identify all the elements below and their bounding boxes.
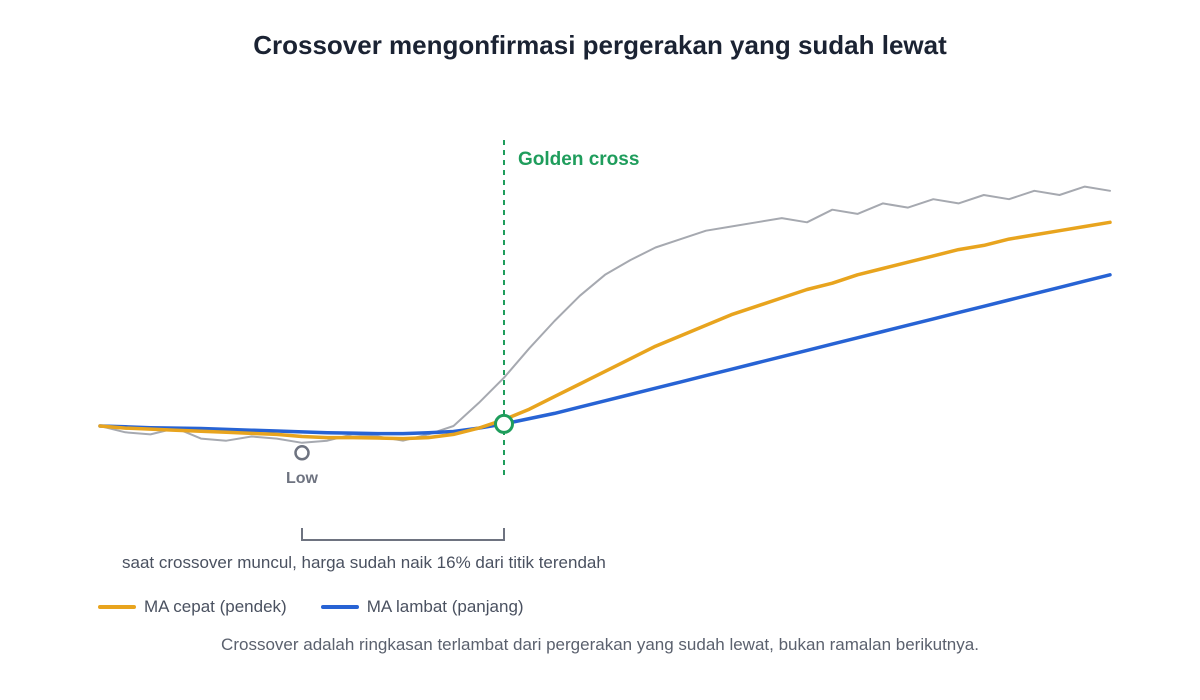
chart-title: Crossover mengonfirmasi pergerakan yang …	[253, 30, 947, 60]
legend-label-slow: MA lambat (panjang)	[366, 597, 524, 616]
legend-item-fast: MA cepat (pendek)	[98, 597, 287, 617]
legend-swatch-slow	[320, 605, 359, 609]
footnote: Crossover adalah ringkasan terlambat dar…	[221, 635, 979, 654]
low-marker	[294, 445, 310, 461]
series-line-fast	[98, 220, 1112, 441]
annotations: Golden cross Low saat crossover muncul, ha…	[122, 140, 639, 572]
legend-swatch-fast	[98, 605, 136, 609]
legend: MA cepat (pendek) MA lambat (panjang)	[98, 597, 558, 617]
golden-cross-marker	[494, 413, 514, 434]
series-line-slow	[98, 273, 1112, 436]
legend-label-fast: MA cepat (pendek)	[144, 597, 287, 616]
legend-item-slow: MA lambat (panjang)	[320, 597, 524, 617]
series-line-price	[99, 185, 1111, 444]
low-label: Low	[286, 470, 319, 487]
series-lines	[98, 185, 1112, 444]
bracket	[301, 528, 505, 541]
golden-cross-label: Golden cross	[518, 149, 639, 170]
bracket-label: saat crossover muncul, harga sudah naik …	[122, 553, 606, 572]
